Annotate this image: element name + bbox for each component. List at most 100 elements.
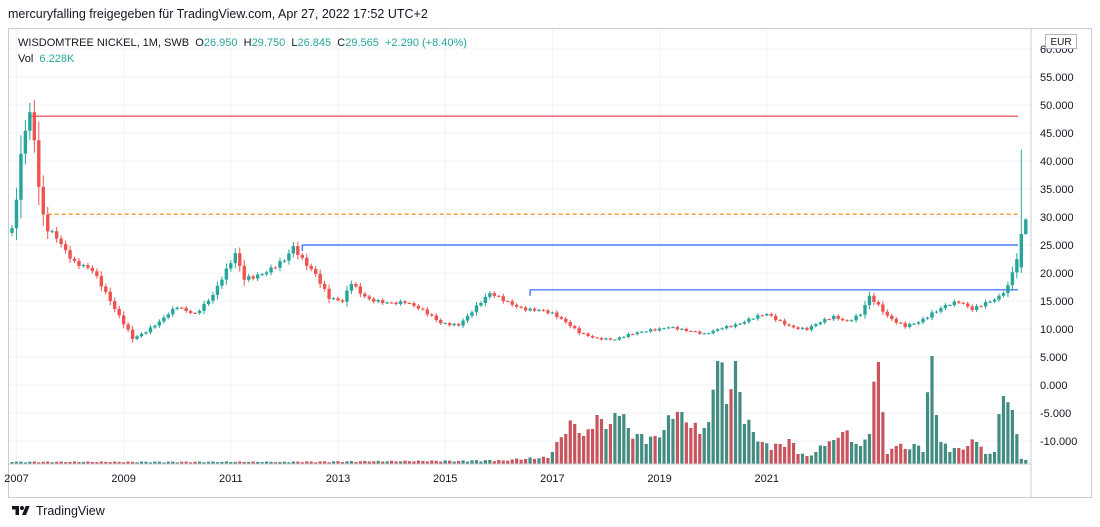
volume-bar bbox=[175, 462, 179, 464]
tradingview-logo-icon[interactable] bbox=[10, 504, 32, 518]
candle bbox=[724, 324, 729, 330]
candle-body bbox=[104, 286, 108, 292]
candle-body bbox=[657, 328, 662, 331]
candle bbox=[104, 283, 108, 295]
volume-bar bbox=[850, 442, 854, 464]
candle-body bbox=[729, 326, 733, 328]
volume-bar bbox=[28, 461, 32, 464]
volume-bar bbox=[582, 436, 586, 464]
candle-body bbox=[229, 263, 233, 269]
candle bbox=[934, 310, 939, 314]
y-tick-label: 55.000 bbox=[1040, 72, 1074, 84]
chart-frame[interactable] bbox=[8, 28, 1092, 498]
candle-body bbox=[800, 327, 805, 329]
candle-body bbox=[439, 320, 443, 324]
volume-bar bbox=[390, 460, 394, 464]
candle-body bbox=[742, 321, 747, 324]
volume-bar bbox=[211, 461, 215, 464]
volume-bar bbox=[256, 461, 260, 464]
candle-body bbox=[175, 307, 179, 309]
candle bbox=[358, 282, 363, 298]
candle-body bbox=[778, 319, 782, 321]
candle-body bbox=[153, 325, 157, 328]
volume-bar bbox=[841, 432, 845, 464]
candle-body bbox=[537, 309, 541, 311]
time-axis: 2007 2009 2011 2013 2015 2017 2019 2021 bbox=[4, 473, 779, 485]
volume-bar bbox=[599, 419, 604, 464]
volume-bar bbox=[568, 420, 572, 464]
candle bbox=[599, 336, 604, 341]
candle-body bbox=[32, 112, 37, 141]
candle-body bbox=[54, 231, 59, 239]
candle bbox=[367, 294, 371, 301]
candle bbox=[412, 301, 416, 308]
vol-label[interactable]: Vol bbox=[18, 53, 34, 65]
candle bbox=[702, 332, 706, 335]
candle bbox=[613, 339, 617, 341]
candle-body bbox=[416, 305, 421, 309]
volume-bar bbox=[193, 461, 197, 464]
candle bbox=[715, 328, 720, 332]
volume-bar bbox=[805, 456, 809, 464]
volume-bar bbox=[1019, 459, 1023, 464]
volume-bar bbox=[425, 461, 429, 464]
candle-body bbox=[827, 319, 831, 321]
candle bbox=[577, 325, 581, 336]
candle-body bbox=[255, 274, 260, 279]
candle bbox=[796, 326, 800, 331]
footer-brand[interactable]: TradingView bbox=[36, 504, 105, 518]
candle-body bbox=[787, 324, 791, 326]
volume-bar bbox=[881, 412, 885, 464]
candle-body bbox=[171, 308, 175, 315]
candle bbox=[246, 273, 251, 283]
candle bbox=[322, 280, 327, 292]
high-label: H bbox=[243, 37, 252, 49]
x-tick-label: 2021 bbox=[755, 473, 779, 485]
candle-body bbox=[430, 314, 434, 316]
volume-bar bbox=[412, 461, 416, 464]
candle bbox=[514, 303, 519, 309]
volume-bar bbox=[474, 460, 479, 464]
candle-body bbox=[197, 310, 202, 314]
candle-body bbox=[680, 328, 684, 330]
candle bbox=[537, 308, 541, 312]
candle-body bbox=[907, 324, 912, 327]
volume-bar bbox=[314, 462, 318, 464]
candle-body bbox=[28, 112, 32, 131]
candle bbox=[791, 324, 796, 329]
candle bbox=[68, 245, 72, 264]
volume-bar bbox=[144, 461, 148, 464]
volume-bar bbox=[394, 461, 398, 464]
volume-bar bbox=[966, 446, 970, 464]
candle bbox=[706, 332, 711, 335]
volume-bar bbox=[863, 439, 867, 464]
candle-body bbox=[849, 320, 854, 322]
candle-body bbox=[246, 276, 251, 280]
candle bbox=[456, 322, 461, 327]
candle-body bbox=[398, 301, 403, 305]
candle-body bbox=[479, 302, 483, 306]
candle bbox=[14, 187, 19, 241]
volume-bar bbox=[135, 462, 139, 464]
candle-body bbox=[46, 214, 50, 232]
candle bbox=[800, 326, 805, 330]
price-chart[interactable]: -10.000 -5.000 0.000 5.000 10.000 15.000 20.00… bbox=[0, 0, 1100, 500]
candle bbox=[126, 321, 130, 333]
candle-body bbox=[684, 328, 689, 331]
currency-badge[interactable]: EUR bbox=[1045, 34, 1077, 49]
volume-bar bbox=[497, 460, 501, 464]
volume-bar bbox=[1024, 460, 1028, 464]
volume-bar bbox=[305, 461, 309, 464]
candle bbox=[184, 306, 188, 313]
candle bbox=[108, 287, 112, 306]
candle-body bbox=[894, 318, 898, 323]
candle-body bbox=[760, 315, 764, 317]
volume-bar bbox=[662, 430, 666, 464]
change-value: +2.290 (+8.40%) bbox=[384, 37, 467, 49]
volume-bar bbox=[729, 389, 733, 464]
x-tick-label: 2011 bbox=[219, 473, 243, 485]
volume-bar bbox=[523, 459, 528, 464]
y-tick-label: 5.000 bbox=[1040, 352, 1068, 364]
candle bbox=[805, 326, 809, 332]
legend-symbol[interactable]: WISDOMTREE NICKEL, 1M, SWB bbox=[18, 37, 190, 49]
